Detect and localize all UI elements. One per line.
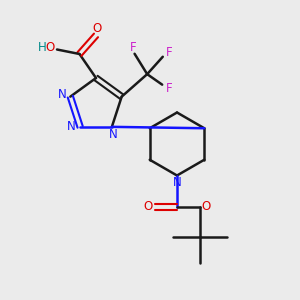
Text: O: O xyxy=(92,22,101,35)
Text: N: N xyxy=(58,88,66,101)
Text: O: O xyxy=(46,41,55,55)
Text: F: F xyxy=(166,46,173,59)
Text: O: O xyxy=(202,200,211,214)
Text: N: N xyxy=(172,176,182,189)
Text: O: O xyxy=(143,200,152,214)
Text: H: H xyxy=(38,41,46,54)
Text: F: F xyxy=(130,41,136,54)
Text: N: N xyxy=(68,120,76,133)
Text: F: F xyxy=(166,82,172,95)
Text: N: N xyxy=(109,128,118,141)
